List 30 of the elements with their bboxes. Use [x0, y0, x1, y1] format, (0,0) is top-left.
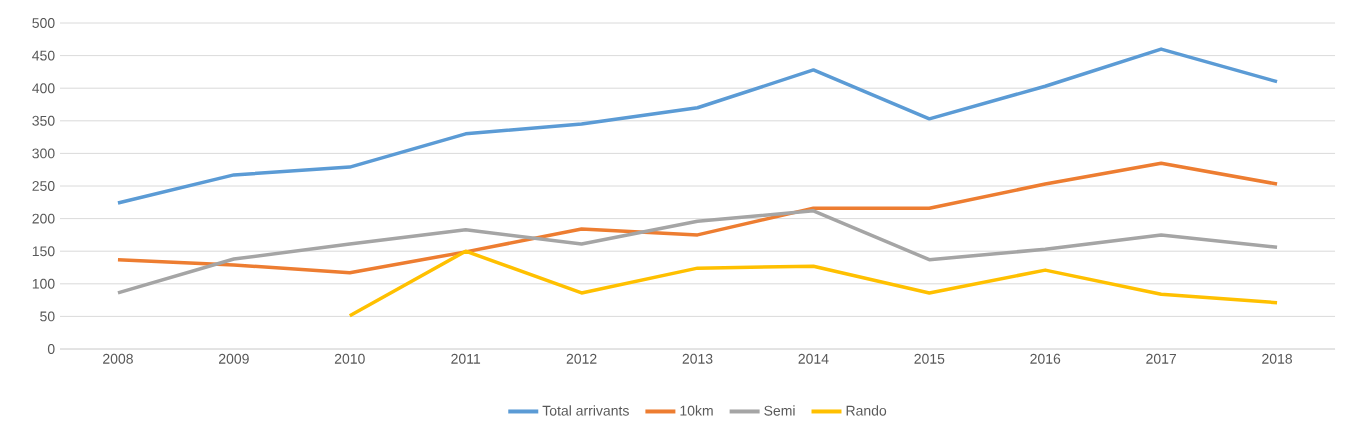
y-tick-label: 50 [40, 311, 55, 322]
x-tick-label: 2008 [103, 353, 133, 364]
x-tick-label: 2013 [682, 353, 713, 364]
y-tick-label: 400 [32, 83, 55, 94]
legend-label: Semi [764, 405, 795, 416]
y-tick-label: 150 [32, 246, 55, 257]
legend-label: Rando [846, 405, 887, 416]
line-series [348, 249, 1279, 318]
legend-label: 10km [680, 405, 713, 416]
x-tick-label: 2014 [798, 353, 829, 364]
line-series [116, 47, 1279, 205]
legend-label: Total arrivants [542, 405, 629, 416]
x-tick-label: 2009 [219, 353, 249, 364]
y-tick-label: 100 [32, 278, 55, 289]
x-tick-label: 2016 [1030, 353, 1061, 364]
y-tick-label: 250 [32, 181, 55, 191]
line-series [116, 209, 1279, 295]
x-tick-label: 2015 [914, 353, 945, 364]
y-tick-label: 300 [32, 148, 55, 159]
y-tick-label: 200 [32, 213, 55, 224]
y-tick-label: 350 [32, 115, 55, 126]
x-tick-label: 2012 [566, 353, 597, 364]
y-tick-label: 0 [47, 344, 55, 354]
x-tick-label: 2010 [334, 353, 365, 364]
x-tick-label: 2011 [451, 353, 481, 364]
line-series [116, 161, 1279, 275]
y-tick-label: 450 [32, 50, 55, 61]
x-tick-label: 2017 [1146, 353, 1177, 364]
y-tick-label: 500 [32, 18, 55, 28]
x-tick-label: 2018 [1262, 353, 1293, 364]
